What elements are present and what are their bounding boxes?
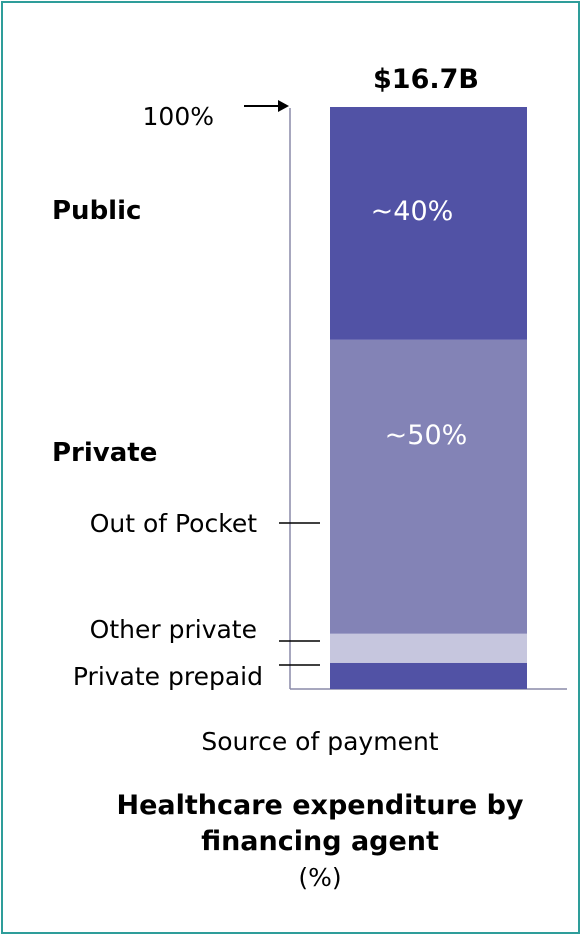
label-out-of-pocket: Out of Pocket	[90, 509, 258, 538]
bar-segment-out-of-pocket	[330, 339, 527, 634]
bar-segment-private-prepaid	[330, 662, 527, 689]
bar-segment-other-private	[330, 633, 527, 663]
group-label-private: Private	[52, 438, 157, 468]
segment-label-public: ~40%	[371, 196, 454, 227]
label-other-private: Other private	[90, 615, 257, 644]
axis-top-arrow-head	[278, 100, 289, 112]
chart-title-line-2: financing agent	[201, 826, 439, 857]
unit-label: (%)	[298, 863, 342, 892]
axis-top-label: 100%	[143, 102, 214, 131]
x-axis-label: Source of payment	[201, 727, 439, 756]
bar-segment-public	[330, 107, 527, 340]
group-label-public: Public	[52, 196, 141, 226]
chart-title: Healthcare expenditure by financing agen…	[100, 788, 540, 860]
segment-label-out-of-pocket: ~50%	[385, 420, 468, 451]
stacked-bar	[330, 107, 527, 689]
total-label: $16.7B	[373, 64, 479, 95]
label-private-prepaid: Private prepaid	[73, 662, 263, 691]
chart-title-line-1: Healthcare expenditure by	[116, 790, 524, 821]
